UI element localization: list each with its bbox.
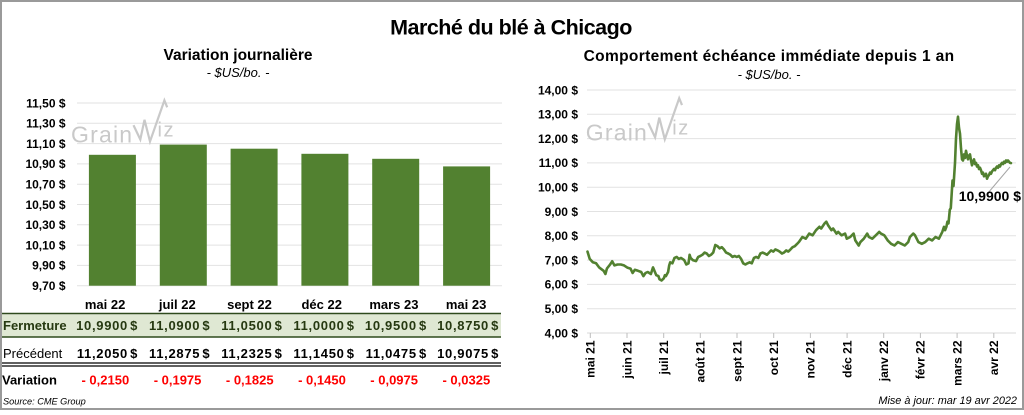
svg-text:11,0900: 11,0900 bbox=[149, 318, 200, 333]
svg-text:sept 22: sept 22 bbox=[227, 297, 272, 312]
svg-text:10,10 $: 10,10 $ bbox=[25, 238, 65, 252]
svg-text:9,90 $: 9,90 $ bbox=[32, 259, 66, 273]
svg-text:juin 21: juin 21 bbox=[620, 340, 634, 379]
svg-text:déc 22: déc 22 bbox=[301, 297, 341, 312]
svg-text:$: $ bbox=[130, 318, 138, 333]
svg-text:$: $ bbox=[491, 346, 499, 361]
svg-text:mai 23: mai 23 bbox=[446, 297, 486, 312]
svg-text:août 21: août 21 bbox=[694, 340, 708, 382]
svg-text:11,10 $: 11,10 $ bbox=[26, 137, 66, 151]
svg-text:Grain: Grain bbox=[586, 119, 648, 145]
svg-text:10,9900 $: 10,9900 $ bbox=[959, 188, 1021, 204]
svg-text:$: $ bbox=[419, 318, 427, 333]
svg-text:juil 21: juil 21 bbox=[657, 340, 671, 375]
svg-text:$: $ bbox=[275, 318, 283, 333]
svg-text:- $US/bo. -: - $US/bo. - bbox=[207, 65, 271, 80]
svg-text:nov 21: nov 21 bbox=[804, 340, 818, 378]
svg-text:10,00 $: 10,00 $ bbox=[538, 181, 578, 195]
svg-text:9,00 $: 9,00 $ bbox=[545, 205, 579, 219]
svg-text:juil 22: juil 22 bbox=[158, 297, 196, 312]
svg-text:12,00 $: 12,00 $ bbox=[538, 132, 578, 146]
svg-text:- 0,0325: - 0,0325 bbox=[442, 373, 490, 388]
svg-text:$: $ bbox=[347, 346, 355, 361]
svg-text:11,50 $: 11,50 $ bbox=[26, 96, 66, 110]
svg-text:4,00 $: 4,00 $ bbox=[545, 326, 579, 340]
svg-text:$: $ bbox=[275, 346, 283, 361]
svg-text:mai 22: mai 22 bbox=[85, 297, 125, 312]
svg-text:- 0,1450: - 0,1450 bbox=[298, 373, 346, 388]
svg-text:$: $ bbox=[202, 346, 210, 361]
svg-text:7,00 $: 7,00 $ bbox=[545, 253, 579, 267]
svg-text:5,00 $: 5,00 $ bbox=[545, 302, 579, 316]
svg-text:11,2050: 11,2050 bbox=[77, 346, 128, 361]
svg-text:10,30 $: 10,30 $ bbox=[25, 218, 65, 232]
svg-text:11,0000: 11,0000 bbox=[293, 318, 344, 333]
svg-text:8,00 $: 8,00 $ bbox=[545, 229, 579, 243]
svg-text:$: $ bbox=[202, 318, 210, 333]
svg-text:11,0475: 11,0475 bbox=[366, 346, 417, 361]
svg-text:11,00 $: 11,00 $ bbox=[539, 156, 579, 170]
svg-text:- 0,0975: - 0,0975 bbox=[370, 373, 418, 388]
svg-text:Marché du blé à Chicago: Marché du blé à Chicago bbox=[390, 16, 632, 40]
svg-text:10,8750: 10,8750 bbox=[437, 318, 489, 333]
svg-text:11,2875: 11,2875 bbox=[149, 346, 200, 361]
svg-text:Grain: Grain bbox=[71, 122, 133, 148]
svg-text:Source: CME Group: Source: CME Group bbox=[3, 397, 86, 407]
svg-text:11,0500: 11,0500 bbox=[221, 318, 272, 333]
svg-text:10,50 $: 10,50 $ bbox=[25, 198, 65, 212]
svg-text:Mise à jour: mar 19 avr 2022: Mise à jour: mar 19 avr 2022 bbox=[878, 395, 1017, 407]
svg-text:10,9500: 10,9500 bbox=[365, 318, 417, 333]
svg-text:10,9075: 10,9075 bbox=[437, 346, 489, 361]
svg-text:avr 22: avr 22 bbox=[987, 340, 1001, 375]
svg-text:iz: iz bbox=[672, 117, 689, 139]
svg-text:- 0,1825: - 0,1825 bbox=[226, 373, 274, 388]
svg-text:Variation: Variation bbox=[2, 373, 57, 388]
svg-text:iz: iz bbox=[158, 120, 175, 142]
svg-text:févr 22: févr 22 bbox=[914, 340, 928, 379]
svg-text:9,70 $: 9,70 $ bbox=[32, 279, 66, 293]
svg-text:$: $ bbox=[419, 346, 427, 361]
svg-text:14,00 $: 14,00 $ bbox=[538, 83, 578, 97]
svg-text:- 0,1975: - 0,1975 bbox=[154, 373, 202, 388]
svg-text:sept 21: sept 21 bbox=[730, 340, 744, 382]
svg-text:janv 22: janv 22 bbox=[877, 340, 891, 382]
svg-text:10,90 $: 10,90 $ bbox=[25, 157, 65, 171]
svg-text:- 0,2150: - 0,2150 bbox=[81, 373, 129, 388]
svg-text:Fermeture: Fermeture bbox=[3, 318, 67, 333]
svg-text:11,30 $: 11,30 $ bbox=[26, 117, 66, 131]
svg-text:$: $ bbox=[130, 346, 138, 361]
svg-text:Comportement échéance immédi: Comportement échéance immédiate depuis 1… bbox=[584, 48, 955, 65]
svg-text:6,00 $: 6,00 $ bbox=[545, 278, 579, 292]
svg-text:Variation journalière: Variation journalière bbox=[163, 47, 312, 64]
svg-text:mars 23: mars 23 bbox=[369, 297, 418, 312]
svg-text:11,1450: 11,1450 bbox=[293, 346, 344, 361]
svg-text:10,70 $: 10,70 $ bbox=[25, 178, 65, 192]
svg-text:Précédent: Précédent bbox=[3, 346, 63, 361]
svg-text:10,9900: 10,9900 bbox=[76, 318, 128, 333]
svg-text:mars 22: mars 22 bbox=[950, 340, 964, 386]
svg-text:13,00 $: 13,00 $ bbox=[538, 108, 578, 122]
svg-text:- $US/bo. -: - $US/bo. - bbox=[738, 67, 802, 82]
svg-text:$: $ bbox=[347, 318, 355, 333]
svg-text:oct 21: oct 21 bbox=[767, 340, 781, 375]
svg-text:$: $ bbox=[491, 318, 499, 333]
svg-text:déc 21: déc 21 bbox=[840, 340, 854, 378]
svg-text:mai 21: mai 21 bbox=[584, 340, 598, 378]
svg-text:11,2325: 11,2325 bbox=[221, 346, 272, 361]
